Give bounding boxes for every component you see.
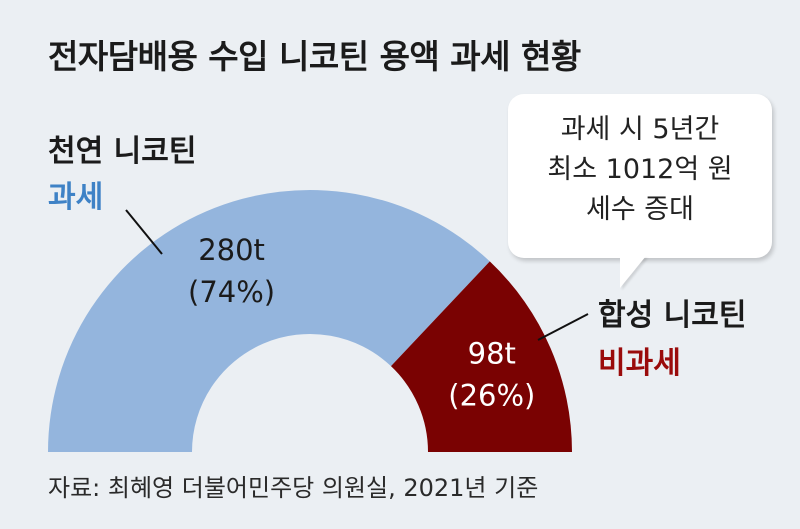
- synthetic-nicotine-status: 비과세: [598, 346, 681, 381]
- chart-title: 전자담배용 수입 니코틴 용액 과세 현황: [48, 37, 581, 76]
- callout-line: 세수 증대: [586, 194, 694, 225]
- slice-value-label: 280t: [198, 233, 265, 267]
- callout-line: 최소 1012억 원: [547, 154, 733, 185]
- synthetic-pointer-line: [537, 313, 589, 341]
- natural-nicotine-label: 천연 니코틴: [48, 134, 197, 169]
- synthetic-nicotine-label: 합성 니코틴: [598, 298, 747, 333]
- slice-percent-label: (74%): [188, 275, 275, 309]
- natural-pointer-line: [125, 209, 163, 255]
- slice-synthetic-nicotine: [390, 261, 572, 452]
- callout-line: 과세 시 5년간: [560, 114, 720, 145]
- slice-value-label: 98t: [468, 337, 516, 371]
- natural-nicotine-status: 과세: [48, 180, 104, 215]
- source-note: 자료: 최혜영 더불어민주당 의원실, 2021년 기준: [48, 474, 539, 502]
- tax-revenue-callout: 과세 시 5년간 최소 1012억 원 세수 증대: [508, 94, 772, 258]
- slice-natural-nicotine: [48, 189, 490, 452]
- slice-percent-label: (26%): [448, 379, 535, 413]
